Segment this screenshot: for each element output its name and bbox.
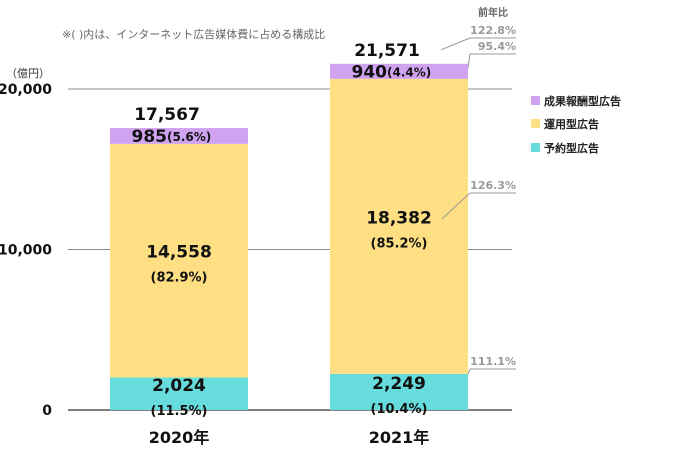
share-label: (4.4%) bbox=[387, 65, 431, 79]
chart-note: ※( )内は、インターネット広告媒体費に占める構成比 bbox=[62, 27, 325, 41]
legend-label: 予約型広告 bbox=[544, 141, 599, 155]
legend-label: 成果報酬型広告 bbox=[544, 94, 621, 108]
share-label: (85.2%) bbox=[371, 236, 428, 251]
y-tick-label: 20,000 bbox=[0, 82, 52, 98]
y-tick-label: 10,000 bbox=[0, 243, 52, 259]
yoy-leader bbox=[467, 368, 471, 375]
data-label: 18,382 bbox=[366, 208, 432, 228]
data-label: 2,024 bbox=[152, 376, 206, 396]
data-label: 14,558 bbox=[146, 243, 212, 263]
bar-segment bbox=[330, 78, 468, 374]
data-label: 985 bbox=[132, 127, 168, 147]
bar-segment bbox=[110, 143, 248, 378]
data-label: 2,249 bbox=[372, 374, 426, 394]
share-label: (10.4%) bbox=[371, 402, 428, 417]
share-label: (5.6%) bbox=[167, 130, 211, 144]
y-tick-label: 0 bbox=[42, 403, 52, 419]
yoy-leader bbox=[467, 53, 471, 68]
bar-segment bbox=[330, 373, 468, 410]
yoy-label: 122.8% bbox=[470, 24, 516, 37]
total-label: 17,567 bbox=[134, 105, 200, 125]
x-tick-label: 2020年 bbox=[149, 428, 210, 447]
yoy-title: 前年比 bbox=[478, 6, 508, 19]
legend-swatch bbox=[531, 143, 540, 152]
legend-label: 運用型広告 bbox=[544, 117, 599, 131]
bars-layer bbox=[110, 63, 468, 410]
yoy-label: 126.3% bbox=[470, 179, 516, 192]
labels-layer: 2020年 2021年 2,024 (11.5%) 14,558 (82.9%) 985 (5… bbox=[132, 24, 516, 447]
x-tick-label: 2021年 bbox=[369, 428, 430, 447]
bar-segment bbox=[110, 128, 248, 144]
yoy-label: 95.4% bbox=[478, 40, 516, 53]
legend-swatch bbox=[531, 96, 540, 105]
yoy-label: 111.1% bbox=[470, 355, 516, 368]
share-label: (82.9%) bbox=[151, 271, 208, 286]
share-label: (11.5%) bbox=[151, 404, 208, 419]
bar-segment bbox=[110, 377, 248, 410]
yoy-leader bbox=[440, 37, 471, 51]
y-axis-unit: （億円） bbox=[6, 67, 50, 80]
total-label: 21,571 bbox=[354, 41, 420, 61]
yoy-leader bbox=[441, 192, 471, 220]
legend-swatch bbox=[531, 119, 540, 128]
data-label: 940 bbox=[352, 62, 388, 82]
bar-segment bbox=[330, 63, 468, 79]
